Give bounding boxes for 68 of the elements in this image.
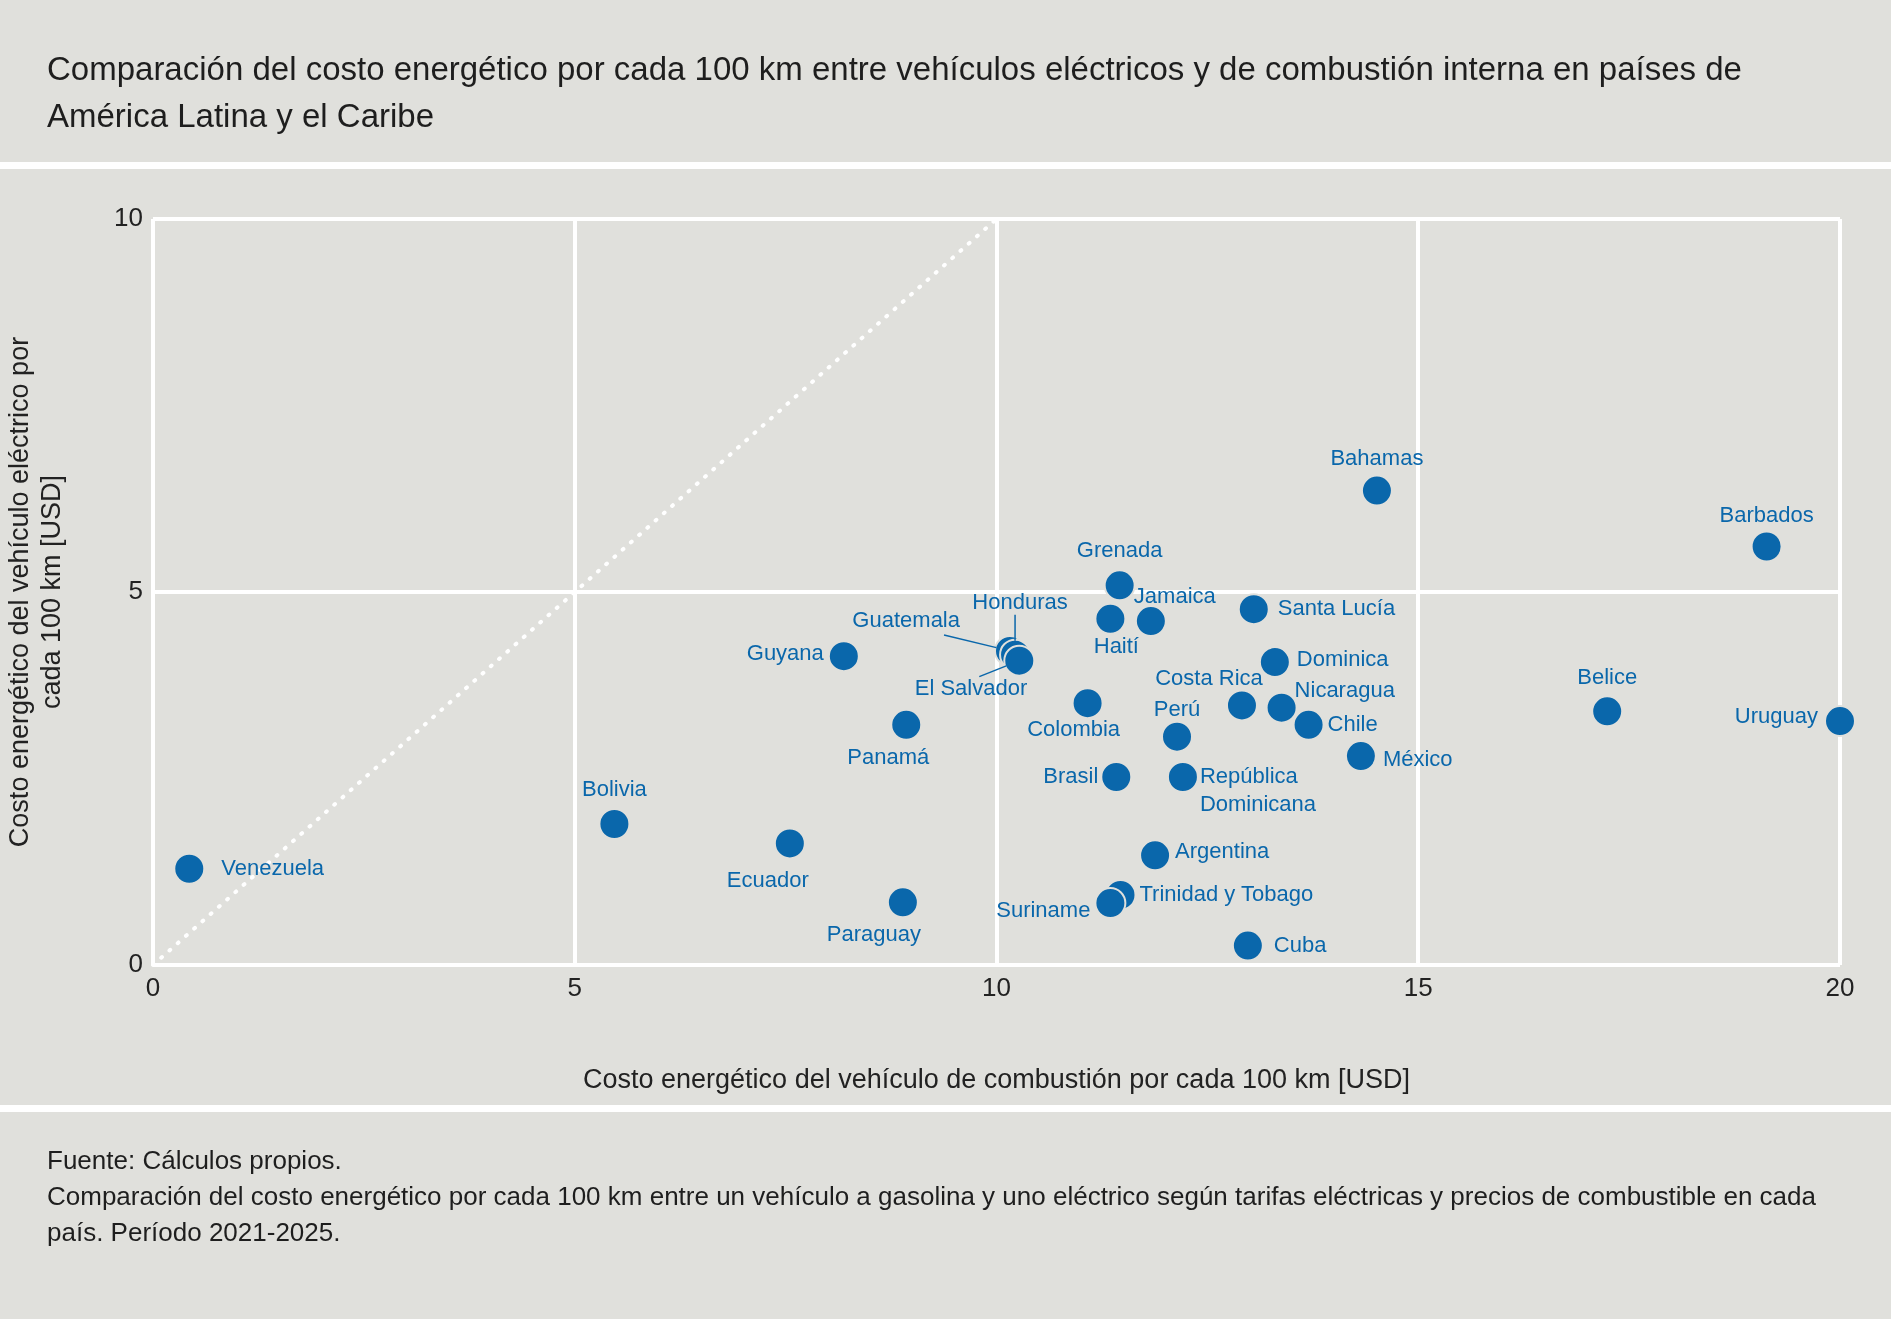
- point: [827, 640, 860, 673]
- annotation: Perú: [1153, 695, 1201, 721]
- annotation: Chile: [1327, 710, 1378, 736]
- annotation: Uruguay: [1734, 703, 1818, 729]
- annotation: Belice: [1577, 664, 1638, 690]
- point: [1094, 887, 1127, 920]
- point: [1100, 761, 1133, 794]
- x-tick-label: 15: [1403, 971, 1433, 1002]
- source-note: Fuente: Cálculos propios.: [47, 1144, 343, 1177]
- point: [1237, 593, 1270, 626]
- x-tick-label: 10: [982, 971, 1011, 1002]
- annotation: Colombia: [1027, 716, 1121, 742]
- point: [890, 708, 923, 741]
- point: [173, 852, 206, 885]
- annotation: Paraguay: [826, 921, 921, 947]
- annotation: Grenada: [1076, 537, 1164, 563]
- point: [1360, 474, 1393, 507]
- annotation: República Dominicana: [1199, 763, 1317, 817]
- annotation: Barbados: [1719, 501, 1814, 527]
- text: Comparación del costo energético por cada 100 km entre un vehículo a gasolina y uno eléctrico según tarifas eléctricas y precios de combustible en cada país. Período 2021-2025.: [47, 1180, 1817, 1249]
- point: [1824, 705, 1856, 738]
- point: [1071, 687, 1104, 720]
- point: [598, 808, 631, 841]
- point: [1265, 691, 1298, 724]
- annotation: Ecuador: [726, 867, 809, 893]
- point: [1103, 569, 1136, 602]
- annotation: Suriname: [996, 897, 1091, 923]
- point: [1344, 740, 1377, 773]
- annotation: Trinidad y Tobago: [1139, 880, 1314, 906]
- point: [1591, 695, 1624, 728]
- chart-title: Comparación del costo energético por cada 100 km entre vehículos eléctricos y de combustión interna en países de América Latina y el Caribe: [47, 49, 1743, 136]
- y-tick-label: 5: [128, 575, 143, 606]
- point: [1292, 708, 1325, 741]
- annotation: Argentina: [1175, 838, 1271, 864]
- point: [1231, 929, 1264, 962]
- annotation: Jamaica: [1133, 583, 1217, 609]
- annotation: Dominica: [1296, 646, 1390, 672]
- point: [886, 886, 919, 919]
- point: [1166, 761, 1199, 794]
- annotation: Bolivia: [581, 776, 648, 802]
- point: [1139, 839, 1172, 872]
- point: [1225, 689, 1258, 722]
- annotation: Guatemala: [852, 607, 961, 632]
- y-tick-label: 0: [128, 948, 143, 979]
- annotation: Cuba: [1273, 931, 1328, 957]
- x-tick-label: 20: [1825, 971, 1855, 1002]
- point: [1134, 605, 1167, 638]
- x-axis-title: Costo energético del vehículo de combustión por cada 100 km [USD]: [583, 1064, 1410, 1095]
- annotation: Nicaragua: [1294, 676, 1396, 702]
- annotation: Haití: [1093, 632, 1139, 658]
- annotation: Costa Rica: [1155, 665, 1264, 691]
- point: [1750, 530, 1783, 563]
- annotation: Venezuela: [221, 854, 325, 880]
- annotation: Panamá: [847, 743, 930, 769]
- annotation: México: [1382, 746, 1453, 772]
- annotation: Guyana: [746, 640, 825, 666]
- annotation: Brasil: [1043, 763, 1099, 789]
- x-tick-label: 5: [567, 971, 582, 1002]
- annotation: Bahamas: [1330, 444, 1424, 470]
- y-tick-label: 10: [114, 202, 143, 233]
- point: [1003, 644, 1036, 677]
- annotation: El Salvador: [914, 674, 1028, 700]
- point: [1094, 602, 1127, 635]
- point: [1161, 720, 1194, 753]
- y-axis-title: Costo energético del vehículo eléctrico por cada 100 km [USD]: [3, 336, 67, 848]
- annotation: Honduras: [972, 588, 1068, 614]
- point: [773, 827, 806, 860]
- annotation: Santa Lucía: [1277, 595, 1396, 621]
